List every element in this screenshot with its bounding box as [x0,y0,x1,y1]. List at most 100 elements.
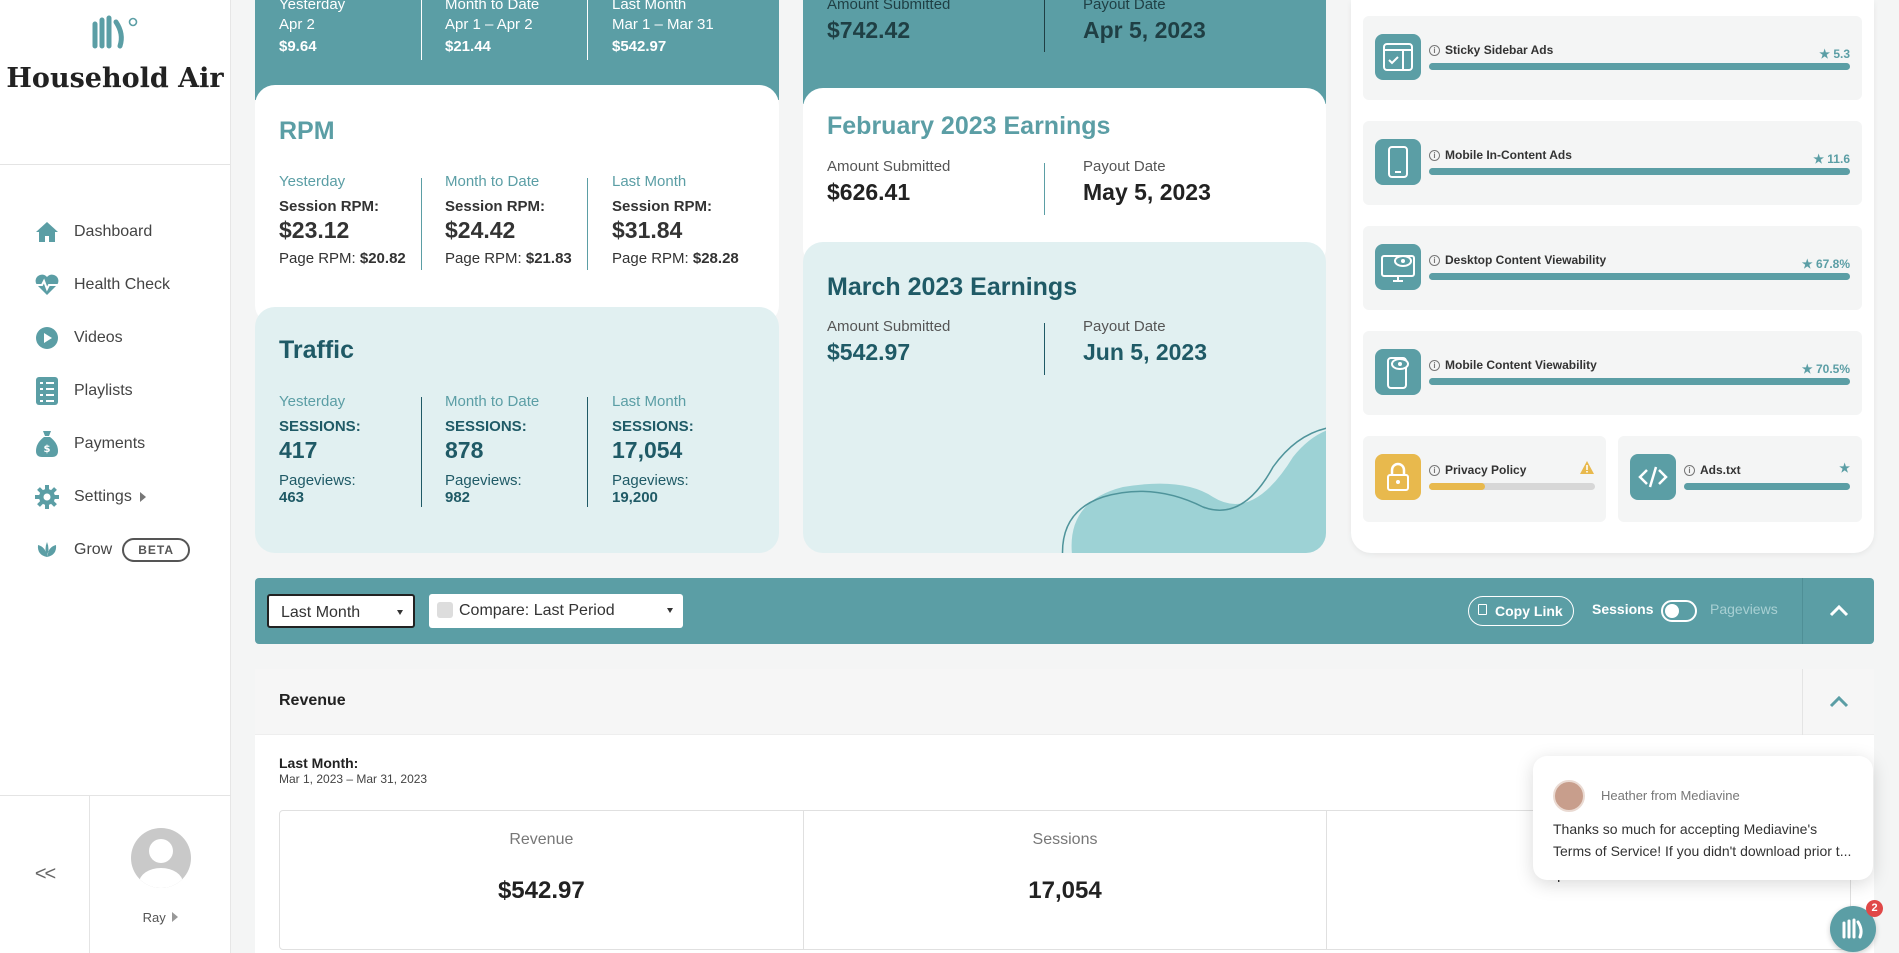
pageviews-value: 19,200 [612,489,658,506]
chevron-up-icon [1829,696,1848,708]
rpm-label: Month to Date [445,173,540,190]
range-value: Mar 1, 2023 – Mar 31, 2023 [279,772,428,786]
health-progress-fill [1429,168,1850,175]
toggle-sessions-label: Sessions [1592,601,1654,617]
mobile-eye-icon [1375,349,1421,395]
health-item-desktop-viewability[interactable]: i Desktop Content Viewability ★ 67.8% [1363,226,1862,310]
health-item-privacy-policy[interactable]: i Privacy Policy [1363,436,1606,522]
range-label: Last Month: [279,755,359,771]
info-icon[interactable]: i [1429,150,1440,162]
february-title: February 2023 Earnings [827,112,1111,140]
filter-bar: Last Month Compare: Last Period Copy Lin… [255,578,1874,644]
copy-link-button[interactable]: Copy Link [1468,596,1574,626]
sidebar-item-label: Payments [74,434,146,452]
sessions-pageviews-toggle[interactable] [1661,600,1697,622]
march-title: March 2023 Earnings [827,273,1078,301]
period-select[interactable]: Last Month [267,594,415,628]
desktop-eye-icon [1375,244,1421,290]
divider [587,178,588,270]
rpm-title: RPM [279,117,335,145]
sidebar-item-dashboard[interactable]: Dashboard [0,205,230,258]
sidebar-item-label: Grow [74,540,113,558]
sidebar-nav: Dashboard Health Check Videos Playlists … [0,205,230,576]
chat-popup[interactable]: Heather from Mediavine Thanks so much fo… [1533,756,1873,880]
pageviews-label: Pageviews: [612,472,689,489]
page-rpm-label: Page RPM: [279,250,356,267]
amount-value: $542.97 [827,339,911,365]
info-icon[interactable]: i [1429,360,1440,372]
chevron-up-icon [1829,605,1848,617]
divider [1044,323,1045,375]
pageviews-value: 982 [445,489,471,506]
user-name: Ray [142,910,166,925]
compare-select-value: Compare: Last Period [459,602,615,619]
rpm-last-month: Last Month Session RPM: $31.84 Page RPM:… [612,173,739,267]
traffic-label: Month to Date [445,393,540,410]
period-select-value: Last Month [281,604,361,621]
health-item-label: Privacy Policy [1445,463,1527,477]
info-icon[interactable]: i [1684,465,1695,477]
caret-right-icon [172,912,179,922]
sidebar-item-health-check[interactable]: Health Check [0,258,230,311]
health-progress-fill [1429,273,1850,280]
health-item-ads-txt[interactable]: i Ads.txt ★ [1618,436,1862,522]
health-progress-fill [1684,483,1850,490]
copy-icon [1478,604,1487,615]
march-date: Payout Date Jun 5, 2023 [1083,318,1207,366]
sidebar: Household Air Dashboard Health Check Vid… [0,0,231,953]
sidebar-item-playlists[interactable]: Playlists [0,364,230,417]
collapse-revenue-button[interactable] [1802,669,1874,735]
metric-label: Sessions [1032,831,1098,848]
health-item-mobile-in-content[interactable]: i Mobile In-Content Ads ★ 11.6 [1363,121,1862,205]
info-icon[interactable]: i [1429,255,1440,267]
compare-select[interactable]: Compare: Last Period [429,594,683,628]
sessions-value: 417 [279,437,318,463]
info-icon[interactable]: i [1429,465,1440,477]
chevron-down-icon [397,610,403,615]
mobile-phone-icon [1375,139,1421,185]
earnings-last-month: Last Month Mar 1 – Mar 31 $542.97 [612,0,714,55]
february-date: Payout Date May 5, 2023 [1083,158,1211,206]
chat-from: Heather from Mediavine [1601,788,1740,803]
sessions-label: SESSIONS: [279,418,361,435]
chat-message: Thanks so much for accepting Mediavine's… [1553,821,1852,859]
page-rpm-value: $21.83 [525,250,572,267]
health-item-mobile-viewability[interactable]: i Mobile Content Viewability ★ 70.5% [1363,331,1862,415]
march-amount: Amount Submitted $542.97 [827,318,950,366]
star-icon: ★ [1813,152,1824,166]
rpm-label: Yesterday [279,173,346,190]
health-item-sticky-sidebar[interactable]: i Sticky Sidebar Ads ★ 5.3 [1363,16,1862,100]
logo-area: Household Air [0,0,230,165]
sidebar-item-settings[interactable]: Settings [0,470,230,523]
sidebar-item-label: Health Check [74,275,171,293]
page-rpm-value: $28.28 [692,250,739,267]
info-icon[interactable]: i [1429,45,1440,57]
collapse-filter-button[interactable] [1802,578,1874,644]
traffic-label: Last Month [612,393,687,410]
copy-link-label: Copy Link [1495,603,1563,619]
collapse-sidebar-button[interactable]: << [0,796,90,953]
health-item-label: Ads.txt [1700,463,1741,477]
checklist-icon [34,376,60,405]
health-item-label: Sticky Sidebar Ads [1445,43,1554,57]
sidebar-item-videos[interactable]: Videos [0,311,230,364]
rpm-card: RPM Yesterday Session RPM: $23.12 Page R… [255,85,779,325]
date-label: Payout Date [1083,158,1166,175]
user-menu[interactable]: Ray [90,796,231,953]
traffic-card: Traffic Yesterday SESSIONS: 417 Pageview… [255,307,779,553]
sidebar-item-grow[interactable]: Grow BETA [0,523,230,576]
payout-current-amount: Amount Submitted $742.42 [827,0,950,44]
sidebar-item-payments[interactable]: $ Payments [0,417,230,470]
earnings-month-to-date: Month to Date Apr 1 – Apr 2 $21.44 [445,0,539,55]
health-progress-bar [1684,483,1850,490]
pageviews-value: 463 [279,489,305,506]
date-label: Payout Date [1083,318,1166,335]
compare-checkbox[interactable] [437,602,453,618]
health-progress-fill [1429,483,1486,490]
play-icon [34,325,60,351]
health-item-score: 67.8% [1815,257,1850,271]
health-item-score: 5.3 [1833,47,1850,61]
february-amount: Amount Submitted $626.41 [827,158,950,206]
money-bag-icon: $ [34,430,60,457]
revenue-header[interactable]: Revenue [255,669,1874,735]
